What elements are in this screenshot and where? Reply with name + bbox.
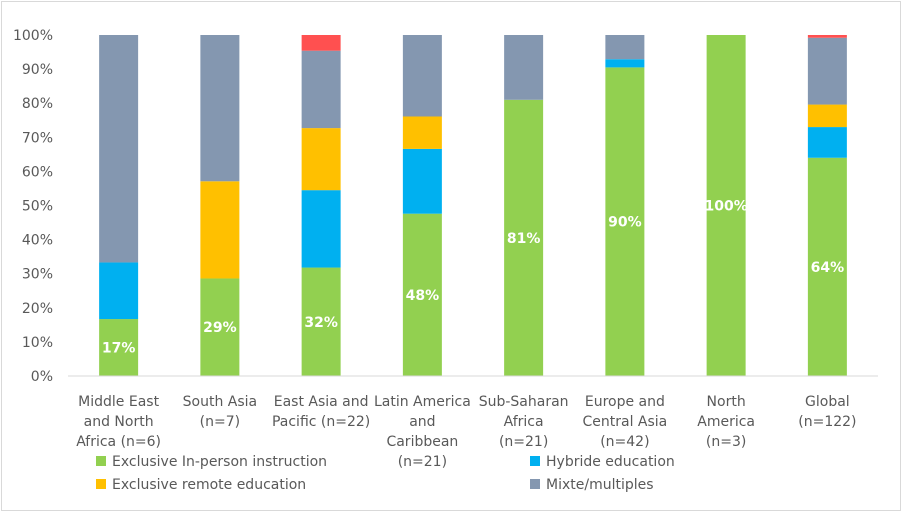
x-tick-label: America [697,414,755,430]
data-label: 81% [507,231,541,247]
legend-swatch [530,456,540,466]
bar-segment [807,157,847,376]
data-label: 32% [304,315,338,331]
bar-segment [402,116,442,149]
x-tick-label: Pacific (n=22) [272,414,370,430]
bars [99,35,847,377]
x-tick-label: Sub-Saharan [479,394,569,410]
x-tick-label: (n=21) [398,454,447,470]
bar-segment [807,37,847,105]
data-label: 90% [608,215,642,231]
bar-segment [301,35,341,51]
bar-segment [605,35,645,60]
x-tick-label: North [707,394,746,410]
bar-segment [200,181,240,279]
bar-segment [807,35,847,38]
y-tick-label: 80% [22,96,53,112]
data-label: 64% [811,260,845,276]
x-tick-label: (n=7) [200,414,240,430]
bar-segment [605,59,645,68]
bar-segment [200,35,240,182]
legend-label: Hybride education [546,454,675,470]
data-label: 100% [704,199,747,215]
bar-segment [402,213,442,376]
legend-label: Exclusive In-person instruction [112,454,327,470]
bar-segment [200,278,240,376]
y-axis: 0% 10% 20% 30% 40% 50% 60% 70% 80% 90% 100% [13,28,53,385]
y-tick-label: 20% [22,301,53,317]
x-tick-label: (n=122) [798,414,856,430]
y-tick-label: 30% [22,267,53,283]
x-tick-label: (n=21) [499,434,548,450]
x-tick-label: Middle East [78,394,159,410]
x-tick-label: Africa (n=6) [76,434,161,450]
bar-segment [807,127,847,158]
data-labels: 17% 29% 32% 48% 81% 90% 100% 64% [102,199,844,357]
x-tick-label: and [409,414,435,430]
x-tick-label: (n=42) [600,434,649,450]
x-tick-label: Europe and [585,394,665,410]
x-tick-label: Africa [504,414,544,430]
bar-segment [301,128,341,191]
x-tick-label: (n=3) [706,434,746,450]
y-tick-label: 60% [22,164,53,180]
data-label: 17% [102,341,136,357]
bar-segment [301,267,341,376]
legend-swatch [96,479,106,489]
y-tick-label: 70% [22,130,53,146]
legend-label: Mixte/multiples [546,477,654,493]
bar-segment [706,35,746,376]
bar-segment [99,35,139,263]
bar-segment [504,99,544,376]
bar-segment [99,262,139,320]
bar-segment [402,35,442,117]
legend-label: Exclusive remote education [112,477,306,493]
y-tick-label: 10% [22,335,53,351]
bar-segment [504,35,544,100]
y-tick-label: 50% [22,199,53,215]
legend-swatch [96,456,106,466]
x-axis-labels: Middle East and North Africa (n=6) South As… [76,394,856,470]
legend-swatch [530,479,540,489]
bar-segment [301,50,341,129]
x-tick-label: South Asia [183,394,257,410]
x-tick-label: East Asia and [274,394,369,410]
y-tick-label: 90% [22,62,53,78]
legend: Exclusive In-person instruction Hybride e… [96,454,675,493]
y-tick-label: 100% [13,28,53,44]
x-tick-label: Caribbean [386,434,458,450]
x-tick-label: Latin America [374,394,471,410]
x-tick-label: and North [84,414,154,430]
bar-segment [301,190,341,268]
x-tick-label: Global [805,394,850,410]
x-tick-label: Central Asia [582,414,667,430]
bar-segment [402,148,442,214]
data-label: 48% [406,288,440,304]
data-label: 29% [203,320,237,336]
bar-segment [807,104,847,128]
y-tick-label: 0% [31,369,53,385]
bar-segment [605,67,645,377]
bar-segment [99,319,139,376]
y-tick-label: 40% [22,233,53,249]
